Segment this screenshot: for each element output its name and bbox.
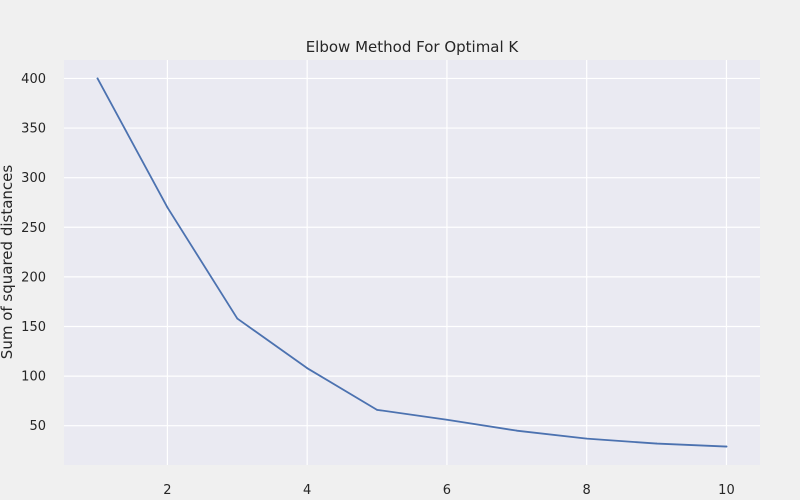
series-line <box>96 77 728 448</box>
y-tick-label: 150 <box>21 320 46 335</box>
y-tick-label: 300 <box>21 171 46 186</box>
data-point <box>655 442 658 445</box>
data-point <box>376 408 378 411</box>
x-tick-label: 4 <box>303 483 311 498</box>
y-tick-label: 100 <box>21 370 46 385</box>
data-point <box>446 418 448 421</box>
y-tick-label: 350 <box>21 122 46 137</box>
data-point <box>96 77 99 80</box>
y-axis-label: Sum of squared distances <box>0 165 16 360</box>
y-tick-label: 250 <box>21 221 46 236</box>
x-tick-label: 8 <box>583 483 591 498</box>
data-point <box>166 206 169 209</box>
x-tick-label: 6 <box>443 483 451 498</box>
y-tick-label: 50 <box>29 419 46 434</box>
data-point <box>725 445 728 448</box>
series-layer <box>96 77 728 448</box>
chart-title: Elbow Method For Optimal K <box>306 38 520 56</box>
x-tick-label: 10 <box>718 483 735 498</box>
data-point <box>306 367 309 370</box>
data-point <box>585 437 588 440</box>
tick-labels: 2 4 6 8 10 50 100 150 200 250 300 350 400 <box>21 72 735 498</box>
y-tick-label: 400 <box>21 72 46 87</box>
x-tick-label: 2 <box>163 483 171 498</box>
y-tick-label: 200 <box>21 270 46 285</box>
data-point <box>515 429 518 432</box>
data-point <box>236 317 239 320</box>
grid-lines <box>64 60 760 465</box>
plot-area-background <box>64 60 760 465</box>
